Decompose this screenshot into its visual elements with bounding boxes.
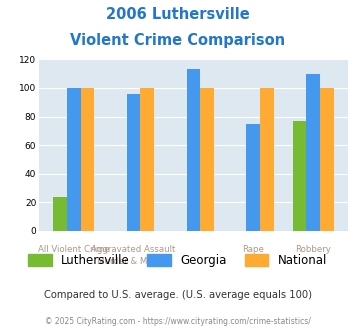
Text: Violent Crime Comparison: Violent Crime Comparison (70, 33, 285, 48)
Legend: Luthersville, Georgia, National: Luthersville, Georgia, National (28, 254, 327, 267)
Text: Aggravated Assault: Aggravated Assault (92, 245, 176, 254)
Text: Robbery: Robbery (295, 245, 331, 254)
Bar (187, 69, 200, 231)
Bar (306, 74, 320, 231)
Bar (141, 88, 154, 231)
Text: Compared to U.S. average. (U.S. average equals 100): Compared to U.S. average. (U.S. average … (44, 290, 311, 300)
Text: Rape: Rape (242, 245, 264, 254)
Bar (53, 197, 67, 231)
Bar (81, 88, 94, 231)
Bar (293, 121, 306, 231)
Bar (260, 88, 274, 231)
Bar (200, 88, 214, 231)
Text: 2006 Luthersville: 2006 Luthersville (106, 7, 249, 21)
Text: All Violent Crime: All Violent Crime (38, 245, 110, 254)
Text: Murder & Mans...: Murder & Mans... (97, 257, 170, 266)
Bar (127, 94, 141, 231)
Bar (67, 88, 81, 231)
Text: © 2025 CityRating.com - https://www.cityrating.com/crime-statistics/: © 2025 CityRating.com - https://www.city… (45, 317, 310, 326)
Bar (246, 124, 260, 231)
Bar (320, 88, 334, 231)
